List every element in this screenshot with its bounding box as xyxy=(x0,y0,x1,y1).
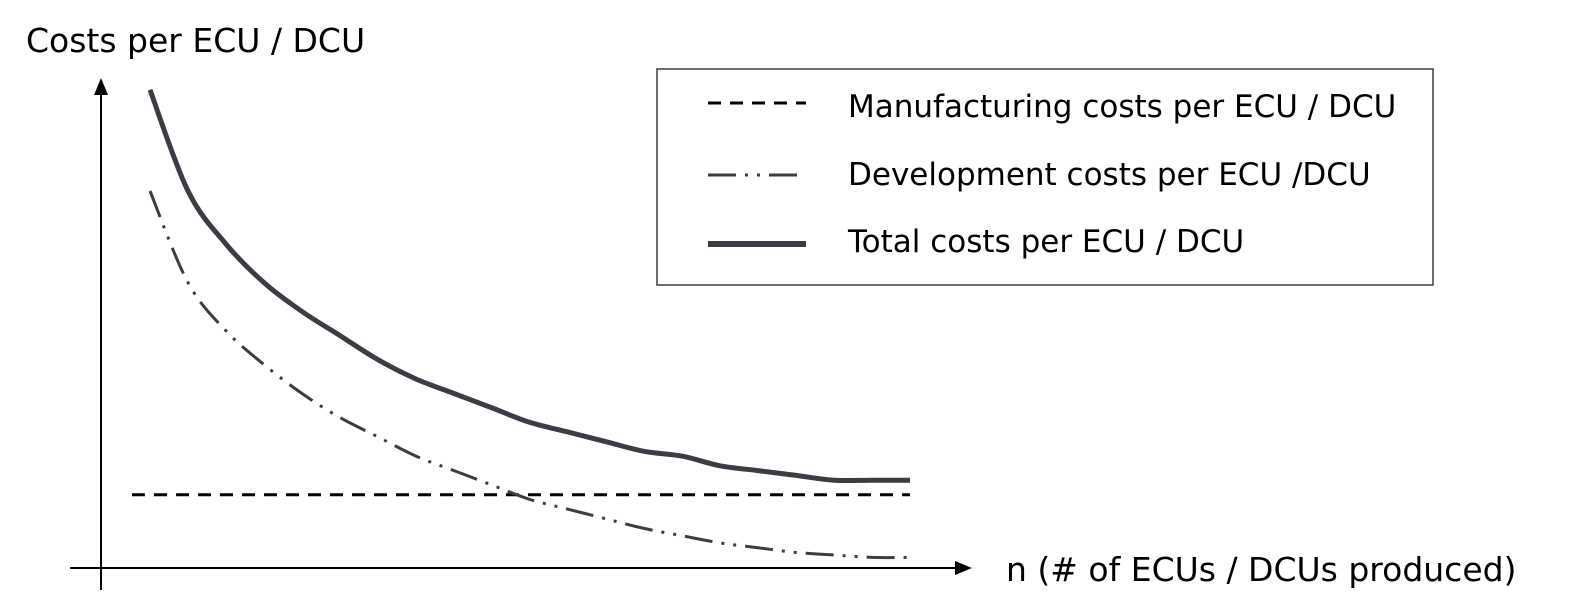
y-axis-label: Costs per ECU / DCU xyxy=(26,21,365,60)
total-costs-line xyxy=(147,88,910,484)
legend-label-manufacturing: Manufacturing costs per ECU / DCU xyxy=(848,89,1396,125)
legend-label-development: Development costs per ECU /DCU xyxy=(848,157,1371,193)
legend-label-total: Total costs per ECU / DCU xyxy=(847,224,1244,260)
legend: Manufacturing costs per ECU / DCU Develo… xyxy=(656,68,1434,286)
x-axis-arrow xyxy=(955,561,972,575)
x-axis-label: n (# of ECUs / DCUs produced) xyxy=(1006,550,1516,589)
development-costs-line xyxy=(148,190,911,560)
axes xyxy=(70,78,972,590)
series-layer xyxy=(131,88,911,560)
legend-box xyxy=(656,68,1434,286)
y-axis-arrow xyxy=(94,78,108,95)
